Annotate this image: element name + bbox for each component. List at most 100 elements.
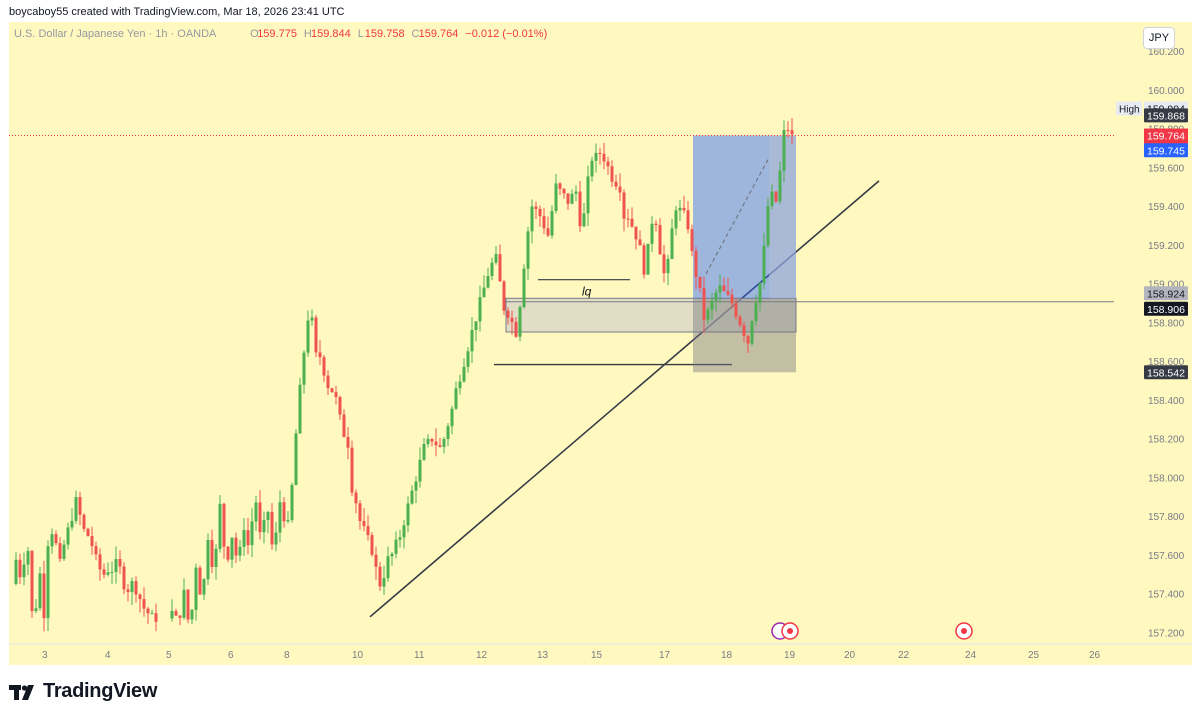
candle (222, 502, 226, 559)
candle (442, 436, 446, 454)
candle-body (490, 262, 494, 277)
candle-body (694, 251, 698, 277)
candle-body (50, 534, 54, 547)
candle (650, 216, 654, 253)
candle-body (122, 566, 126, 590)
candle-body (402, 525, 406, 538)
candle (346, 427, 350, 460)
candle (758, 282, 762, 311)
currency-selector-button[interactable]: JPY (1143, 27, 1175, 49)
candle-body (634, 226, 638, 240)
candle-body (666, 258, 670, 274)
candle-body (530, 206, 534, 232)
candle-body (518, 307, 522, 337)
y-tick-label: 158.200 (1148, 435, 1185, 446)
y-tick-label: 160.200 (1148, 47, 1185, 58)
candle-body (322, 357, 326, 376)
candle-body (246, 530, 250, 546)
candle-body (418, 459, 422, 482)
candle-body (434, 441, 438, 446)
candle-body (238, 546, 242, 556)
price-tag-158542: 158.542 (1147, 367, 1185, 379)
candle-body (554, 183, 558, 211)
candle (538, 205, 542, 227)
candle (182, 578, 186, 620)
candle-body (302, 352, 306, 385)
candle-body (202, 579, 206, 595)
candle (206, 533, 210, 585)
candle-body (614, 181, 618, 187)
candle (618, 173, 622, 201)
candle-body (722, 285, 726, 292)
price-chart[interactable]: U.S. Dollar / Japanese Yen · 1h · OANDA O… (9, 22, 1192, 665)
price-tag-158906: 158.906 (1147, 304, 1185, 316)
candle (470, 316, 474, 364)
candle (426, 434, 430, 448)
candle (730, 288, 734, 309)
ohlc-value: 159.844 (311, 28, 351, 40)
candle (534, 201, 538, 219)
candle (98, 548, 102, 581)
ohlc-value: L (358, 28, 364, 40)
candle-body (658, 225, 662, 255)
candle (658, 218, 662, 255)
candle (170, 599, 174, 622)
candle (202, 578, 206, 601)
candle (510, 310, 514, 335)
candle (782, 120, 786, 183)
chart-background (9, 22, 1192, 665)
candle-body (754, 302, 758, 322)
candle (690, 224, 694, 257)
candle-body (226, 546, 230, 560)
chart-area[interactable]: U.S. Dollar / Japanese Yen · 1h · OANDA O… (9, 22, 1192, 665)
candle (362, 508, 366, 532)
candle (490, 257, 494, 281)
candle (142, 587, 146, 617)
candle (370, 532, 374, 557)
candle-body (598, 152, 602, 154)
candle-body (330, 388, 334, 393)
candle (338, 395, 342, 421)
candle (742, 321, 746, 343)
candle (558, 182, 562, 196)
candle-body (758, 283, 762, 303)
candle (574, 185, 578, 202)
x-tick-label: 26 (1089, 650, 1101, 661)
candle-body (346, 436, 350, 448)
candle (530, 199, 534, 244)
candle-body (62, 544, 66, 559)
candle (494, 246, 498, 265)
candle (386, 546, 390, 582)
candle (90, 526, 94, 555)
candle-body (178, 615, 182, 618)
candle (306, 310, 310, 357)
candle (422, 438, 426, 461)
candle-body (626, 218, 630, 220)
candle (290, 482, 294, 523)
candle (254, 495, 258, 531)
candle-body (214, 548, 218, 567)
candle (326, 370, 330, 396)
x-tick-label: 8 (284, 650, 290, 661)
ohlc-value: C (412, 28, 420, 40)
candle-body (414, 481, 418, 491)
candle-body (726, 291, 730, 295)
candle (226, 545, 230, 563)
candle (262, 511, 266, 544)
position-dashed-path (705, 157, 770, 275)
candle (86, 527, 90, 537)
candle (702, 276, 706, 333)
candle (198, 565, 202, 595)
candle-body (562, 188, 566, 194)
candle-body (462, 366, 466, 382)
candle (34, 599, 38, 614)
candle (478, 285, 482, 332)
candle (78, 491, 82, 526)
x-tick-label: 19 (784, 650, 796, 661)
candle-body (42, 573, 46, 619)
candle-body (698, 276, 702, 289)
candle (238, 539, 242, 562)
candle-body (382, 578, 386, 587)
tradingview-logo[interactable]: TradingView (9, 680, 157, 703)
candle (110, 561, 114, 585)
